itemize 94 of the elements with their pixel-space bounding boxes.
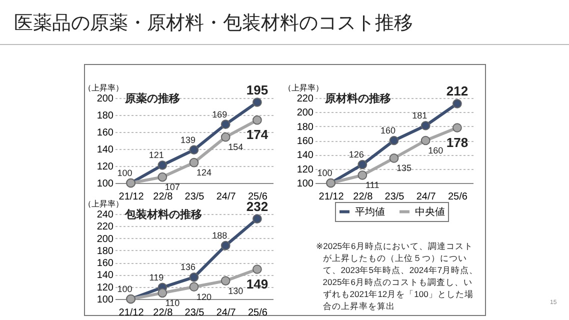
- point: [389, 136, 399, 146]
- x-tick-label: 21/12: [118, 192, 144, 202]
- data-label: 107: [164, 182, 180, 192]
- point: [420, 136, 430, 146]
- y-axis-title: （上昇率）: [284, 84, 324, 92]
- y-tick-label: 120: [96, 282, 114, 294]
- data-label: 160: [428, 146, 444, 156]
- y-tick-label: 160: [96, 128, 114, 138]
- y-tick-label: 180: [96, 110, 114, 122]
- x-tick-label: 25/6: [248, 308, 268, 318]
- point: [358, 170, 368, 180]
- point: [420, 120, 430, 130]
- data-label: 110: [165, 298, 180, 308]
- point: [252, 98, 262, 107]
- x-tick-label: 24/7: [416, 192, 436, 202]
- data-label: 181: [412, 110, 428, 121]
- point: [220, 132, 230, 142]
- data-label: 100: [317, 168, 332, 178]
- point: [158, 288, 168, 298]
- y-tick-label: 160: [96, 258, 114, 270]
- point: [358, 160, 368, 170]
- y-tick-label: 120: [96, 162, 114, 172]
- x-tick-label: 22/8: [153, 192, 174, 202]
- text: 医薬品の原薬・原材料・包装材料のコスト推移: [14, 12, 413, 36]
- data-label: 154: [228, 142, 244, 152]
- data-label: 178: [446, 134, 468, 150]
- chart-title: 原材料の推移: [324, 92, 391, 105]
- x-tick-label: 23/5: [384, 192, 405, 202]
- point: [252, 264, 262, 274]
- data-label: 174: [246, 127, 269, 142]
- y-tick-label: 200: [96, 234, 114, 245]
- x-tick-label: 23/5: [184, 308, 205, 318]
- data-label: 212: [446, 84, 468, 99]
- point: [220, 120, 230, 130]
- y-tick-label: 240: [96, 210, 114, 220]
- chart-title: 包装材料の推移: [124, 208, 202, 221]
- point: [189, 282, 199, 292]
- y-axis-title: （上昇率）: [84, 84, 124, 92]
- y-tick-label: 100: [96, 294, 114, 306]
- data-label: 195: [246, 82, 268, 98]
- x-tick-label: 21/12: [318, 192, 344, 202]
- x-tick-label: 22/8: [353, 192, 374, 202]
- x-tick-label: 21/12: [118, 308, 144, 318]
- x-tick-label: 25/6: [448, 192, 468, 202]
- data-label: 119: [149, 272, 164, 282]
- data-label: 100: [117, 168, 132, 178]
- legend-label: 中央値: [415, 206, 445, 218]
- y-tick-label: 100: [96, 178, 114, 190]
- y-tick-label: 220: [296, 94, 314, 104]
- x-tick-label: 24/7: [216, 192, 236, 202]
- y-axis-title: （上昇率）: [84, 200, 124, 208]
- y-tick-label: 220: [96, 222, 114, 233]
- y-tick-label: 180: [96, 246, 114, 257]
- data-label: 149: [246, 276, 268, 292]
- data-label: 130: [228, 286, 244, 296]
- point: [252, 214, 262, 224]
- data-label: 121: [148, 150, 164, 160]
- y-tick-label: 200: [96, 94, 114, 104]
- data-label: 169: [212, 109, 228, 120]
- data-label: 126: [348, 150, 364, 160]
- data-label: 135: [396, 163, 412, 174]
- point: [158, 160, 168, 170]
- data-label: 124: [196, 168, 212, 178]
- point: [158, 172, 168, 182]
- y-tick-label: 120: [296, 164, 314, 176]
- data-label: 100: [117, 284, 132, 294]
- text: ※2025年6月時点において、調達コストが上昇したもの（上位５つ）について、2023年5年時点、2024年7月時点、2025年6月時点のコストも調査し、いずれも2021年12月を「100」とした場合の上昇率を算出: [316, 240, 479, 312]
- y-tick-label: 200: [296, 108, 314, 119]
- y-tick-label: 140: [96, 144, 114, 156]
- y-tick-label: 180: [296, 122, 314, 133]
- y-tick-label: 140: [96, 270, 114, 282]
- point: [189, 272, 199, 282]
- x-tick-label: 24/7: [216, 308, 236, 318]
- point: [252, 115, 262, 125]
- point: [452, 98, 462, 108]
- point: [220, 240, 230, 250]
- point: [452, 123, 462, 132]
- point: [220, 276, 230, 286]
- point: [189, 145, 199, 155]
- y-tick-label: 160: [296, 136, 314, 147]
- point: [189, 158, 199, 168]
- y-tick-label: 140: [296, 150, 314, 162]
- data-label: 120: [196, 292, 212, 302]
- data-label: 139: [180, 134, 196, 145]
- x-tick-label: 23/5: [184, 192, 205, 202]
- data-label: 160: [380, 126, 396, 136]
- legend-label: 平均値: [355, 206, 385, 218]
- data-label: 136: [180, 262, 196, 272]
- data-label: 111: [366, 180, 380, 190]
- y-tick-label: 100: [296, 178, 314, 190]
- data-label: 188: [212, 230, 228, 241]
- x-tick-label: 22/8: [153, 308, 174, 318]
- chart-title: 原薬の推移: [124, 92, 180, 105]
- point: [389, 154, 399, 163]
